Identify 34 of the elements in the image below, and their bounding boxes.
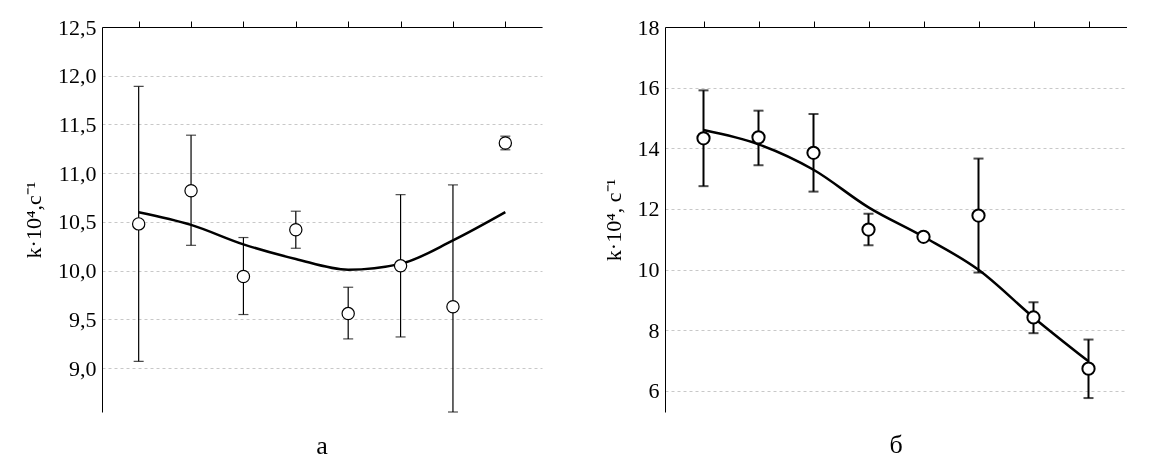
point	[341, 306, 355, 321]
point	[289, 223, 303, 237]
point	[751, 130, 766, 145]
y-tick-label: 6	[648, 378, 660, 404]
point	[971, 208, 986, 223]
y-tick-label: 11,5	[58, 111, 97, 137]
y-tick-label: 11,0	[58, 160, 97, 186]
y-tick-label: 9,5	[69, 306, 97, 332]
y-tick-label: 12,5	[58, 14, 97, 40]
point	[696, 131, 711, 146]
point	[393, 259, 408, 273]
y-tick-label: 8	[648, 317, 660, 343]
y-axis-title: k·10⁴,c⁻¹	[21, 181, 46, 259]
point	[1081, 361, 1096, 376]
y-tick-label: 12,0	[58, 63, 97, 89]
y-tick-label: 10,5	[58, 209, 97, 235]
y-axis-title: k·10⁴, c⁻¹	[600, 178, 626, 262]
point	[1026, 310, 1041, 325]
point	[446, 300, 460, 314]
point	[916, 229, 931, 244]
y-tick-label: 16	[637, 75, 660, 101]
point	[236, 269, 251, 284]
y-tick-label: 18	[637, 14, 660, 40]
y-tick-label: 9,0	[69, 355, 97, 381]
point	[131, 217, 146, 231]
text: б	[889, 430, 903, 459]
text: а	[316, 430, 329, 460]
y-tick-label: 14	[637, 135, 660, 161]
y-tick-label: 10,0	[58, 258, 97, 284]
y-tick-label: 12	[637, 196, 660, 222]
point	[184, 184, 198, 198]
y-tick-label: 10	[637, 257, 660, 283]
point	[861, 222, 876, 237]
point	[806, 145, 821, 160]
